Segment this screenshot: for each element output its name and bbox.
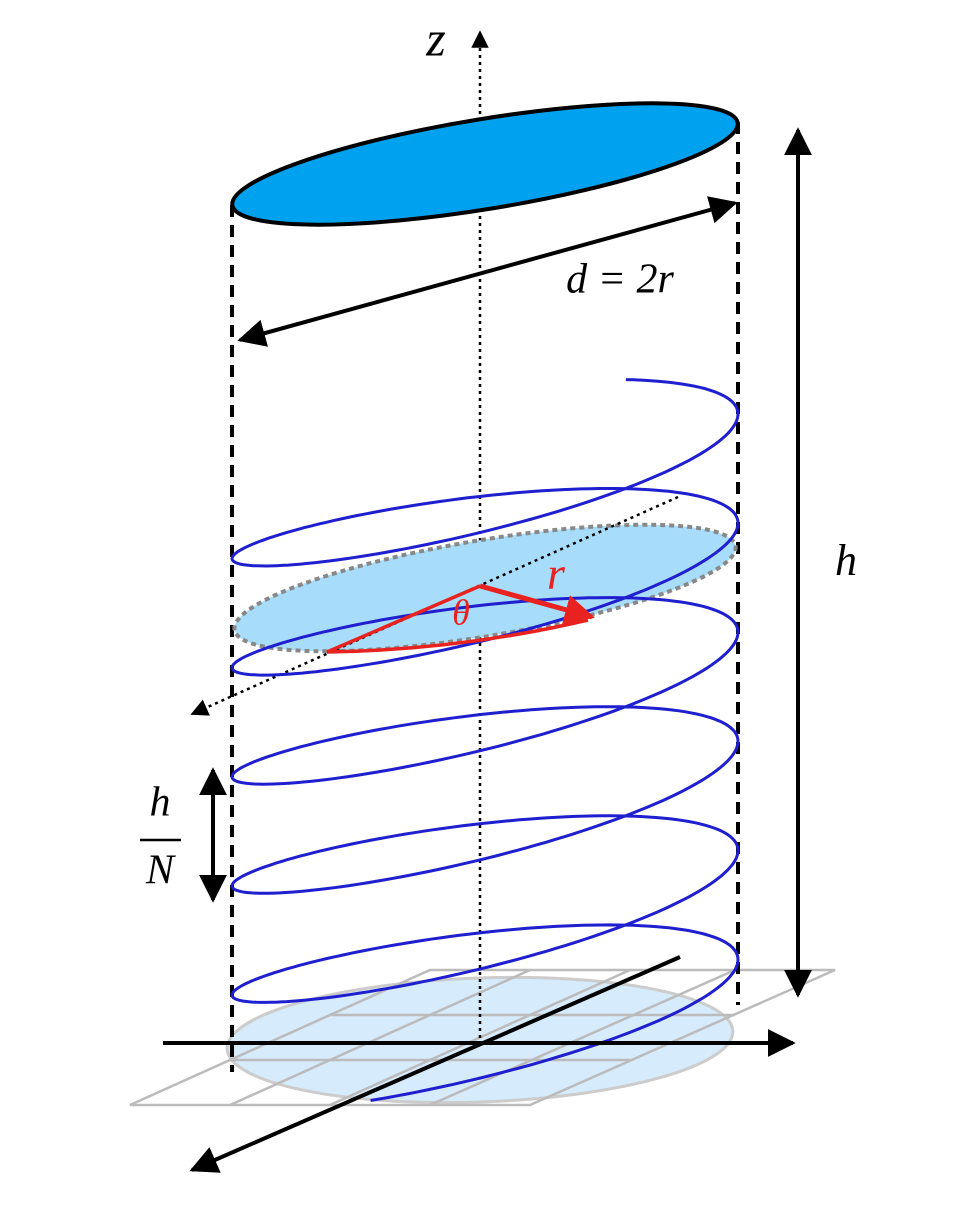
angle-sector — [326, 583, 595, 654]
pitch-numerator: h — [150, 780, 171, 826]
angle-label: θ — [452, 592, 470, 632]
z-label: z — [425, 10, 445, 66]
diameter-arrow — [237, 196, 738, 347]
top-face — [230, 101, 740, 227]
pitch-denominator: N — [145, 848, 176, 894]
helix — [230, 378, 740, 1102]
radius-label: r — [547, 548, 566, 599]
base-plane — [129, 968, 836, 1107]
cylinder-edges — [230, 122, 740, 1072]
height-label: h — [835, 536, 857, 585]
diameter-label: d = 2r — [566, 257, 674, 303]
y-axis — [189, 955, 681, 1173]
